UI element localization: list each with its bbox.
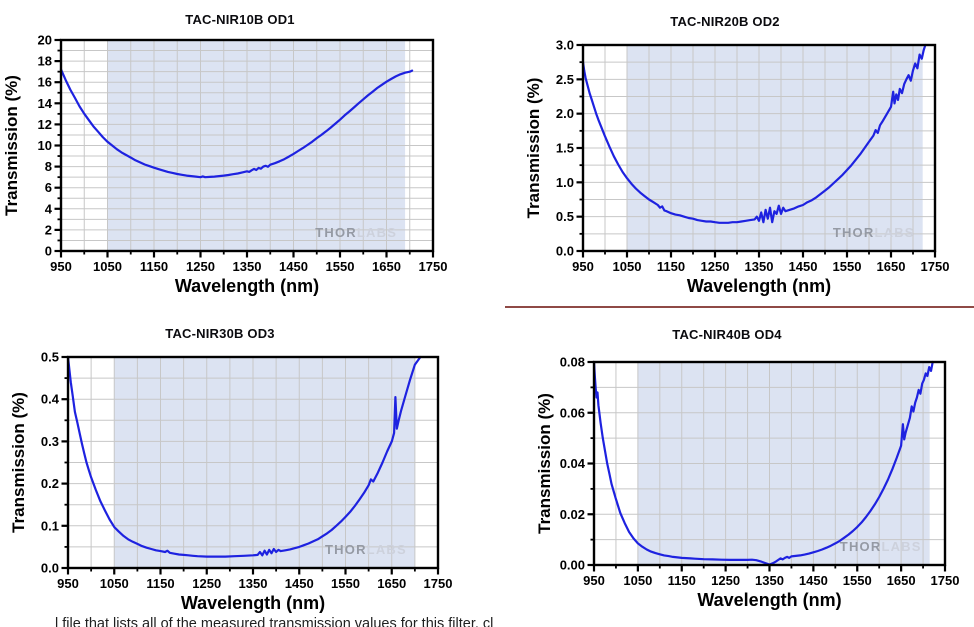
y-tick-label: 10 bbox=[38, 138, 52, 153]
divider-line bbox=[505, 306, 974, 308]
y-axis-title: Transmission (%) bbox=[535, 393, 554, 534]
transmission-curve bbox=[592, 360, 934, 566]
x-tick-label: 1450 bbox=[285, 576, 314, 591]
y-tick-label: 2 bbox=[45, 222, 52, 237]
y-tick-label: 4 bbox=[45, 201, 53, 216]
x-tick-label: 1250 bbox=[701, 259, 730, 274]
x-tick-label: 1750 bbox=[921, 259, 950, 274]
chart-title: TAC-NIR40B OD4 bbox=[672, 327, 782, 342]
y-tick-label: 20 bbox=[38, 33, 52, 48]
x-tick-label: 1550 bbox=[331, 576, 360, 591]
x-tick-label: 1150 bbox=[668, 573, 696, 588]
chart-panel-tac-nir30b: TAC-NIR30B OD3 THORLABS 950 1050 1150 1250 13… bbox=[0, 310, 487, 627]
x-tick-label: 1350 bbox=[239, 576, 268, 591]
y-tick-label: 0.06 bbox=[560, 405, 585, 420]
y-tick-label: 1.5 bbox=[556, 141, 574, 156]
y-tick-label: 0.02 bbox=[560, 507, 585, 522]
y-tick-label: 12 bbox=[38, 117, 52, 132]
chart-panel-tac-nir40b: TAC-NIR40B OD4 THORLABS 950 1050 1150 1250 13… bbox=[487, 310, 974, 627]
x-tick-label: 950 bbox=[583, 573, 605, 588]
x-tick-label: 950 bbox=[50, 259, 72, 274]
x-tick-label: 1450 bbox=[279, 259, 308, 274]
y-tick-label: 0.0 bbox=[556, 244, 574, 259]
x-axis-title: Wavelength (nm) bbox=[175, 276, 319, 296]
y-tick-label: 0 bbox=[45, 244, 52, 259]
y-tick-label: 8 bbox=[45, 159, 52, 174]
y-tick-label: 0.5 bbox=[41, 350, 59, 365]
x-tick-label: 1250 bbox=[711, 573, 740, 588]
y-tick-label: 0.4 bbox=[41, 392, 60, 407]
x-tick-label: 1250 bbox=[186, 259, 215, 274]
y-tick-label: 2.0 bbox=[556, 106, 574, 121]
thorlabs-watermark: THORLABS bbox=[315, 225, 397, 240]
x-tick-label: 1050 bbox=[623, 573, 652, 588]
x-tick-label: 1050 bbox=[613, 259, 642, 274]
y-tick-label: 16 bbox=[38, 75, 52, 90]
y-axis-title: Transmission (%) bbox=[2, 75, 21, 216]
chart-title: TAC-NIR20B OD2 bbox=[670, 14, 780, 29]
y-tick-label: 0.3 bbox=[41, 434, 59, 449]
y-tick-label: 14 bbox=[38, 96, 53, 111]
y-axis-title: Transmission (%) bbox=[9, 392, 28, 533]
x-axis-title: Wavelength (nm) bbox=[687, 276, 831, 296]
y-tick-label: 0.0 bbox=[41, 561, 59, 576]
x-tick-label: 1550 bbox=[326, 259, 355, 274]
y-tick-label: 0.08 bbox=[560, 355, 585, 370]
y-tick-label: 6 bbox=[45, 180, 52, 195]
x-axis-title: Wavelength (nm) bbox=[697, 590, 841, 610]
y-tick-label: 3.0 bbox=[556, 38, 574, 53]
y-tick-label: 1.0 bbox=[556, 175, 574, 190]
chart-panel-tac-nir10b: TAC-NIR10B OD1 THORLABS 950 1050 1150 1250 13… bbox=[0, 0, 487, 302]
thorlabs-watermark: THORLABS bbox=[833, 225, 915, 240]
transmission-chart-od3: THORLABS 950 1050 1150 1250 1350 1450 1550 1650 1… bbox=[9, 350, 453, 614]
y-tick-label: 0.1 bbox=[41, 518, 59, 533]
y-tick-label: 0.5 bbox=[556, 209, 574, 224]
y-tick-label: 0.04 bbox=[560, 456, 586, 471]
clipped-caption-text: l file that lists all of the measured tr… bbox=[55, 616, 494, 627]
x-tick-label: 1550 bbox=[843, 573, 872, 588]
x-tick-label: 1350 bbox=[755, 573, 784, 588]
x-tick-label: 1550 bbox=[833, 259, 862, 274]
y-tick-label: 2.5 bbox=[556, 72, 574, 87]
x-tick-label: 1750 bbox=[419, 259, 448, 274]
thorlabs-watermark: THORLABS bbox=[840, 539, 922, 554]
transmission-curve bbox=[59, 68, 414, 179]
x-tick-label: 1150 bbox=[140, 259, 168, 274]
x-tick-label: 1750 bbox=[424, 576, 453, 591]
y-tick-label: 0.00 bbox=[560, 558, 585, 573]
y-tick-label: 0.2 bbox=[41, 476, 59, 491]
x-axis-title: Wavelength (nm) bbox=[181, 593, 325, 613]
x-tick-label: 1150 bbox=[657, 259, 685, 274]
x-tick-label: 1350 bbox=[233, 259, 262, 274]
x-tick-label: 1450 bbox=[789, 259, 818, 274]
transmission-chart-od1: THORLABS 950 1050 1150 1250 1350 1450 1550 1650 1… bbox=[2, 33, 448, 297]
chart-title: TAC-NIR30B OD3 bbox=[165, 326, 275, 341]
x-tick-label: 1050 bbox=[93, 259, 122, 274]
x-tick-label: 1650 bbox=[372, 259, 401, 274]
x-tick-label: 1650 bbox=[377, 576, 406, 591]
thorlabs-watermark: THORLABS bbox=[325, 542, 407, 557]
x-tick-label: 1350 bbox=[745, 259, 774, 274]
chart-panel-tac-nir20b: TAC-NIR20B OD2 THORLABS 950 1050 1150 1250 13… bbox=[487, 0, 974, 302]
transmission-curve bbox=[581, 43, 927, 224]
y-tick-label: 18 bbox=[38, 54, 52, 69]
x-tick-label: 950 bbox=[572, 259, 594, 274]
x-tick-label: 1450 bbox=[799, 573, 828, 588]
x-tick-label: 1750 bbox=[931, 573, 960, 588]
x-tick-label: 1650 bbox=[887, 573, 916, 588]
x-tick-label: 950 bbox=[57, 576, 79, 591]
transmission-chart-od4: THORLABS 950 1050 1150 1250 1350 1450 1550 1650 1… bbox=[535, 355, 960, 611]
x-tick-label: 1250 bbox=[192, 576, 221, 591]
x-tick-label: 1150 bbox=[146, 576, 174, 591]
transmission-curve bbox=[66, 355, 422, 558]
x-tick-label: 1050 bbox=[100, 576, 129, 591]
chart-title: TAC-NIR10B OD1 bbox=[185, 12, 295, 27]
x-tick-label: 1650 bbox=[877, 259, 906, 274]
transmission-chart-od2: THORLABS 950 1050 1150 1250 1350 1450 1550 1650 1… bbox=[524, 38, 950, 297]
y-axis-title: Transmission (%) bbox=[524, 78, 543, 219]
